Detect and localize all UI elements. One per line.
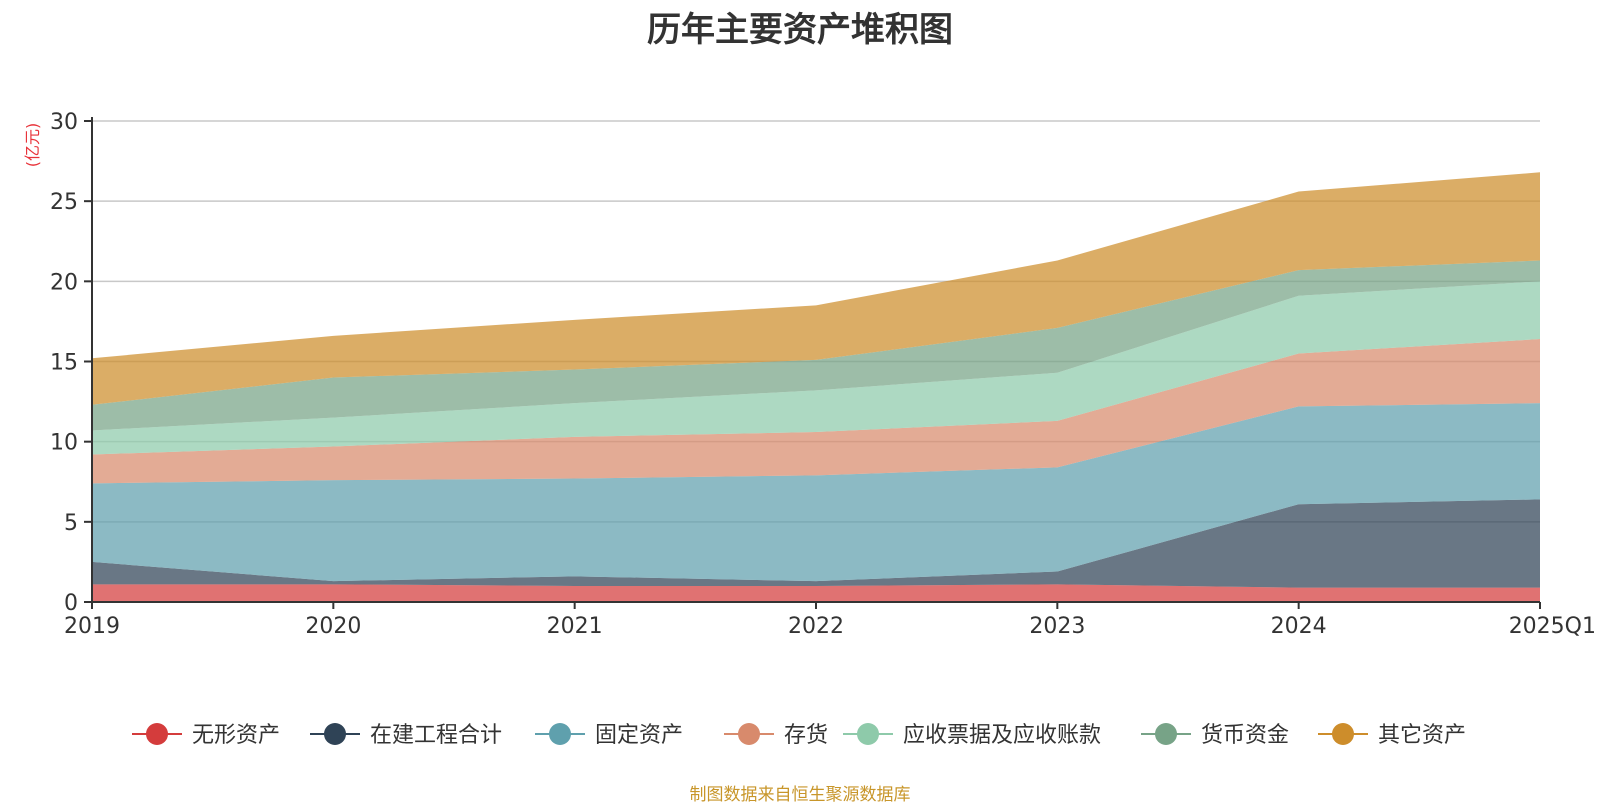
x-tick-label: 2021	[547, 614, 603, 639]
x-tick-label: 2019	[64, 614, 120, 639]
legend-item-5[interactable]: 货币资金	[1141, 723, 1289, 748]
legend-label: 固定资产	[595, 723, 683, 748]
y-tick-label: 0	[64, 591, 78, 616]
legend-label: 无形资产	[192, 723, 280, 748]
x-tick-label: 2020	[305, 614, 361, 639]
legend-label: 在建工程合计	[370, 723, 502, 748]
area-series-0[interactable]	[92, 584, 1540, 602]
legend-label: 应收票据及应收账款	[903, 723, 1101, 748]
y-tick-label: 30	[50, 110, 78, 135]
x-tick-label: 2024	[1271, 614, 1327, 639]
legend-label: 存货	[784, 723, 828, 748]
legend-marker	[549, 723, 571, 745]
legend-item-1[interactable]: 在建工程合计	[310, 723, 502, 748]
y-tick-label: 25	[50, 190, 78, 215]
legend-item-3[interactable]: 存货	[724, 723, 828, 748]
legend-marker	[1332, 723, 1354, 745]
y-tick-label: 10	[50, 431, 78, 456]
legend-label: 货币资金	[1201, 723, 1289, 748]
legend-marker	[146, 723, 168, 745]
y-tick-label: 5	[64, 511, 78, 536]
legend-marker	[738, 723, 760, 745]
tick-labels: 0 5 10 15 20 25 30 2019 2020 2021 2022 2023 2024 2025…	[50, 110, 1596, 639]
legend-item-0[interactable]: 无形资产	[132, 723, 280, 748]
legend-item-6[interactable]: 其它资产	[1318, 723, 1466, 748]
y-tick-label: 15	[50, 351, 78, 376]
area-series-3[interactable]	[92, 339, 1540, 484]
chart-title: 历年主要资产堆积图	[647, 10, 953, 50]
area-series-5[interactable]	[92, 260, 1540, 431]
area-series-1[interactable]	[92, 499, 1540, 588]
legend-item-4[interactable]: 应收票据及应收账款	[843, 723, 1101, 748]
x-tick-label: 2022	[788, 614, 844, 639]
legend[interactable]: 无形资产 在建工程合计 固定资产 存货 应收票据及应收账款 货币资金 其它资产	[132, 723, 1466, 748]
source-note: 制图数据来自恒生聚源数据库	[689, 785, 911, 805]
x-tick-label: 2025Q1	[1509, 614, 1596, 639]
area-series	[92, 172, 1540, 602]
legend-marker	[857, 723, 879, 745]
legend-item-2[interactable]: 固定资产	[535, 723, 683, 748]
area-series-2[interactable]	[92, 403, 1540, 582]
y-axis-unit-label: (亿元)	[23, 123, 42, 168]
x-tick-label: 2023	[1029, 614, 1085, 639]
legend-label: 其它资产	[1378, 723, 1466, 748]
legend-marker	[1155, 723, 1177, 745]
legend-marker	[324, 723, 346, 745]
area-series-6[interactable]	[92, 172, 1540, 405]
y-tick-label: 20	[50, 270, 78, 295]
area-series-4[interactable]	[92, 281, 1540, 455]
axes	[84, 117, 1541, 609]
